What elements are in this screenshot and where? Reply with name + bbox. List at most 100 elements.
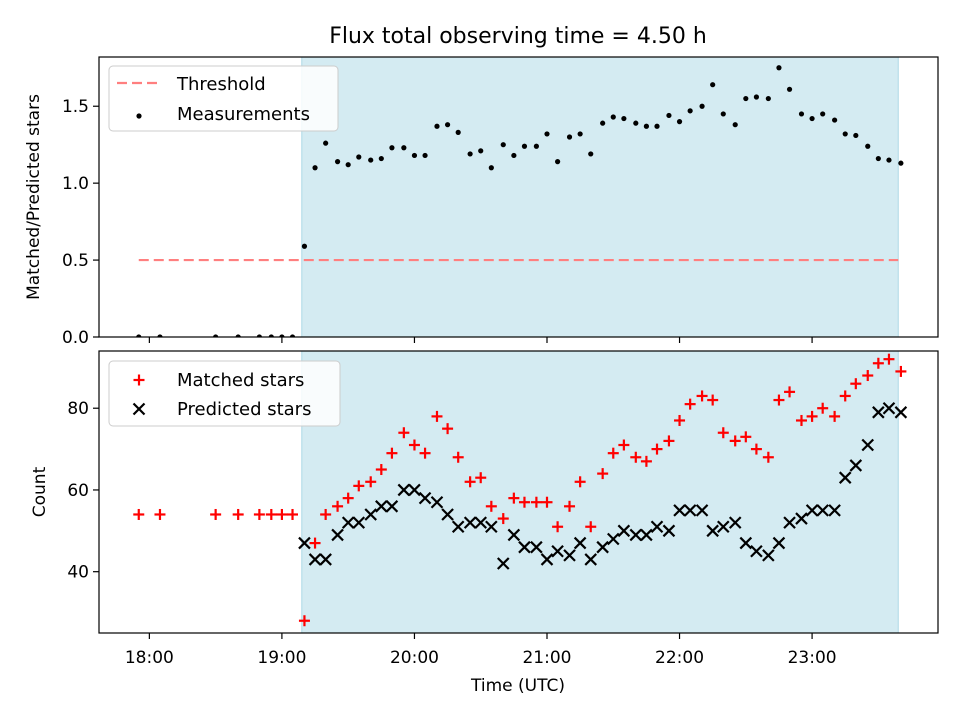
measurement-point xyxy=(455,129,461,135)
x-marker-b xyxy=(739,536,753,550)
predicted-star-point xyxy=(894,406,908,419)
measurement-point xyxy=(136,334,142,337)
x-marker-b xyxy=(132,402,146,416)
measurement-point xyxy=(434,123,440,129)
x-marker-b xyxy=(828,504,841,517)
matched-star-point xyxy=(817,402,829,414)
predicted-star-point xyxy=(573,536,587,550)
x-marker-b xyxy=(795,512,808,525)
x-marker-b xyxy=(364,508,377,521)
measurement-point xyxy=(334,159,341,165)
measurement-point xyxy=(368,157,374,163)
matched-star-point xyxy=(485,500,497,512)
x-marker-b xyxy=(385,500,399,513)
predicted-star-point xyxy=(496,557,510,570)
predicted-star-point xyxy=(397,483,411,497)
bottom-legend: Matched stars Predicted stars xyxy=(108,360,341,427)
matched-star-point xyxy=(806,410,818,422)
measurement-point xyxy=(521,143,528,149)
x-marker-b xyxy=(662,524,676,538)
predicted-star-point xyxy=(728,516,742,529)
x-marker-b xyxy=(728,516,742,529)
x-marker-b xyxy=(695,504,709,517)
measurement-point xyxy=(235,334,241,337)
measurement-point xyxy=(478,148,484,154)
x-marker-b xyxy=(717,520,730,534)
measurement-points xyxy=(136,65,904,337)
measurement-point xyxy=(544,131,550,137)
matched-star-point xyxy=(717,427,729,439)
matched-star-point xyxy=(375,464,387,476)
predicted-star-point xyxy=(772,536,786,550)
predicted-star-point xyxy=(331,528,344,542)
measurement-point xyxy=(654,123,660,129)
predicted-star-point xyxy=(828,504,841,517)
x-marker-b xyxy=(617,524,631,538)
matched-star-point xyxy=(497,513,509,525)
matched-star-point xyxy=(651,443,663,455)
matched-star-point xyxy=(839,390,851,402)
legend-measurement-swatch xyxy=(136,113,142,119)
x-marker-b xyxy=(762,549,775,562)
matched-star-point xyxy=(895,365,907,377)
predicted-star-point xyxy=(662,524,676,538)
legend-plus-marker xyxy=(133,374,145,386)
predicted-star-point xyxy=(629,528,643,542)
measurement-point xyxy=(832,117,838,123)
top-y-axis-ticks: 0.0 0.5 1.0 1.5 xyxy=(62,97,99,348)
x-marker-b xyxy=(507,528,521,542)
matched-star-point xyxy=(850,378,862,390)
chart-title: Flux total observing time = 4.50 h xyxy=(329,24,707,49)
matched-star-point xyxy=(564,500,576,512)
matched-star-point xyxy=(762,451,774,463)
measurement-point xyxy=(511,152,517,159)
matched-star-point xyxy=(674,414,686,426)
legend-predicted-swatch xyxy=(132,402,146,416)
x-marker-b xyxy=(872,406,885,419)
count-points xyxy=(133,353,908,627)
predicted-star-point xyxy=(298,536,311,550)
predicted-star-point xyxy=(364,508,377,521)
predicted-star-point xyxy=(706,524,719,538)
predicted-star-point xyxy=(341,516,355,529)
predicted-star-point xyxy=(441,508,454,521)
matched-star-point xyxy=(862,370,874,382)
matched-star-point xyxy=(342,492,354,504)
x-marker-b xyxy=(463,516,477,529)
bottom-x-axis-label: Time (UTC) xyxy=(470,676,565,696)
predicted-star-point xyxy=(861,438,875,452)
matched-star-point xyxy=(597,468,609,480)
measurement-point xyxy=(820,111,826,117)
x-marker-b xyxy=(496,557,510,570)
matched-star-point xyxy=(365,476,377,488)
bottom-y-axis-ticks: 40 60 80 xyxy=(67,399,99,583)
predicted-star-point xyxy=(463,516,477,529)
measurement-point xyxy=(875,155,881,162)
measurement-point xyxy=(676,119,683,125)
x-marker-b xyxy=(352,516,366,529)
x-tick-label: 18:00 xyxy=(125,648,174,668)
measurement-point xyxy=(356,154,362,160)
predicted-star-point xyxy=(540,553,554,566)
x-tick-label: 22:00 xyxy=(655,648,704,668)
x-marker-b xyxy=(650,520,664,534)
predicted-star-point xyxy=(474,516,488,529)
x-marker-b xyxy=(816,504,829,517)
measurement-point xyxy=(633,120,639,126)
measurement-point xyxy=(842,131,848,137)
matched-star-point xyxy=(320,508,332,520)
measurement-point xyxy=(488,165,494,171)
measurement-point xyxy=(798,111,805,117)
x-marker-b xyxy=(882,401,896,415)
top-x-axis-ticks xyxy=(148,337,813,343)
legend-predicted-label: Predicted stars xyxy=(177,399,311,420)
measurement-point xyxy=(444,122,451,128)
measurement-point xyxy=(732,122,738,128)
y-tick-label: 1.0 xyxy=(62,174,89,194)
measurement-point xyxy=(809,115,815,122)
bottom-observing-window xyxy=(301,350,899,634)
matched-star-point xyxy=(541,496,553,508)
measurement-point xyxy=(279,334,285,337)
x-marker-b xyxy=(485,520,498,534)
